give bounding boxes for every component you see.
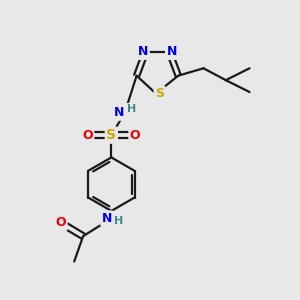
Text: O: O: [82, 129, 93, 142]
Text: S: S: [155, 87, 164, 100]
Text: N: N: [114, 106, 124, 119]
Text: S: S: [106, 128, 116, 142]
Text: O: O: [56, 216, 66, 229]
Text: H: H: [127, 104, 136, 114]
Text: H: H: [114, 216, 123, 226]
Text: N: N: [167, 45, 177, 58]
Text: N: N: [138, 45, 148, 58]
Text: O: O: [130, 129, 140, 142]
Text: N: N: [102, 212, 112, 225]
